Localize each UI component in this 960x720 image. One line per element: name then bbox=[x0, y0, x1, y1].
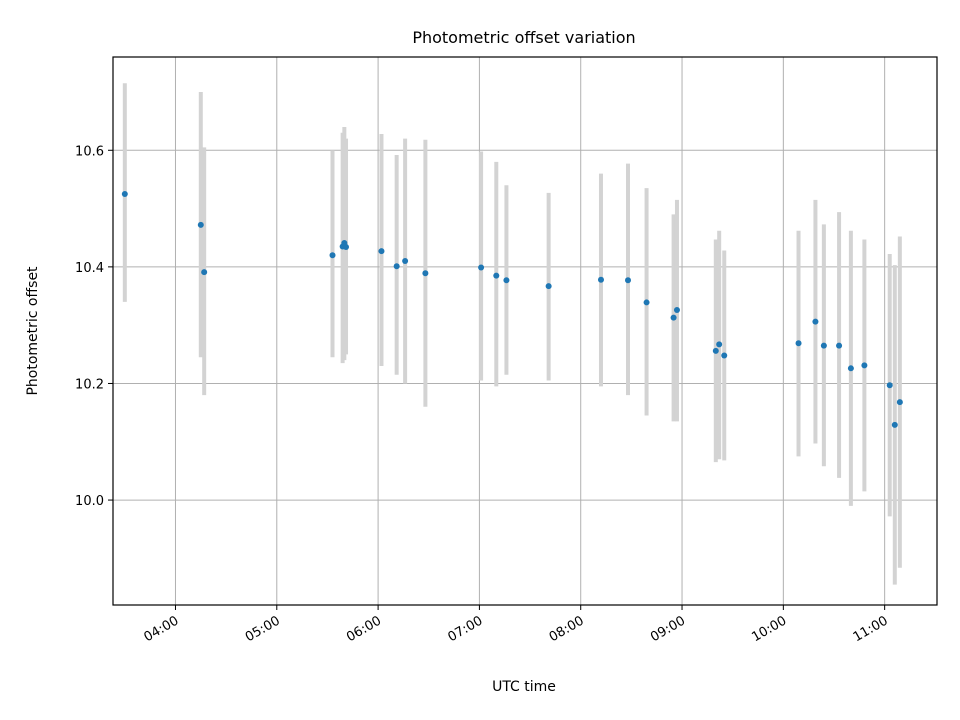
grid-lines bbox=[113, 57, 937, 605]
data-point bbox=[670, 314, 677, 321]
data-point bbox=[378, 248, 385, 255]
data-point bbox=[625, 277, 631, 284]
data-point bbox=[503, 277, 510, 284]
x-tick-label: 06:00 bbox=[344, 613, 384, 645]
data-point bbox=[891, 421, 898, 428]
data-point bbox=[896, 399, 903, 406]
data-point bbox=[716, 341, 723, 348]
plot-frame bbox=[112, 56, 938, 606]
data-point bbox=[673, 307, 680, 314]
x-tick-label: 09:00 bbox=[648, 613, 688, 645]
data-point bbox=[597, 276, 604, 283]
data-point bbox=[422, 270, 429, 277]
data-point bbox=[847, 365, 854, 372]
data-point bbox=[721, 352, 728, 359]
data-point bbox=[121, 191, 128, 197]
y-axis-label: Photometric offset bbox=[25, 266, 41, 396]
x-tick-label: 08:00 bbox=[547, 613, 587, 645]
data-point bbox=[886, 382, 893, 389]
data-point bbox=[836, 342, 843, 349]
y-axis-ticks: 10.0 10.2 10.4 10.6 bbox=[75, 144, 113, 509]
y-tick-label: 10.6 bbox=[75, 144, 104, 159]
x-tick-label: 10:00 bbox=[749, 613, 789, 645]
data-point bbox=[478, 264, 485, 271]
y-tick-label: 10.0 bbox=[75, 494, 104, 509]
x-tick-label: 11:00 bbox=[851, 613, 891, 645]
x-axis-label: UTC time bbox=[492, 679, 556, 695]
data-point bbox=[643, 299, 650, 306]
x-tick-label: 04:00 bbox=[142, 613, 182, 645]
x-tick-label: 07:00 bbox=[445, 613, 485, 645]
data-point bbox=[493, 272, 500, 279]
data-point bbox=[812, 318, 819, 325]
data-point bbox=[861, 362, 868, 369]
data-point bbox=[820, 342, 827, 349]
data-point bbox=[402, 258, 409, 265]
y-tick-label: 10.4 bbox=[75, 261, 104, 276]
data-point bbox=[712, 347, 719, 354]
data-point bbox=[393, 263, 400, 270]
data-point bbox=[329, 252, 336, 259]
data-point bbox=[201, 269, 208, 276]
x-axis-ticks: 04:00 05:00 06:00 07:00 08:00 09:00 10:00 11:00 bbox=[142, 605, 891, 645]
data-point bbox=[795, 340, 802, 347]
data-point bbox=[197, 221, 204, 228]
chart-title: Photometric offset variation bbox=[412, 28, 635, 47]
data-point bbox=[545, 283, 552, 290]
x-tick-label: 05:00 bbox=[243, 613, 283, 645]
y-tick-label: 10.2 bbox=[75, 377, 104, 392]
data-points bbox=[121, 191, 903, 428]
data-point bbox=[343, 244, 350, 251]
